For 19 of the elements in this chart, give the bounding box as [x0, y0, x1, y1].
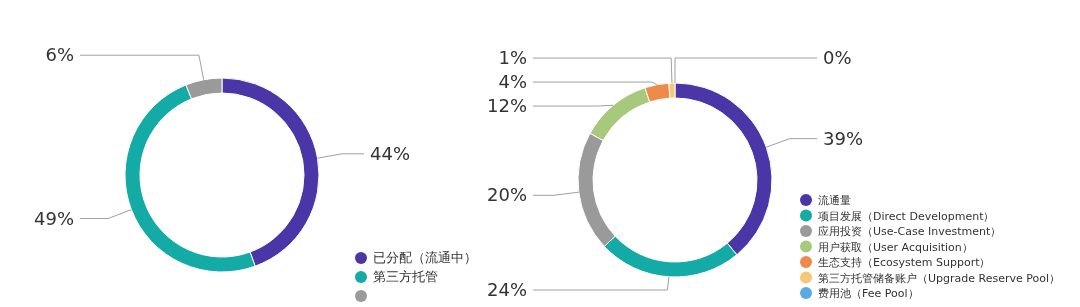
- text: 0%: [823, 47, 852, 68]
- data-label: 1%: [498, 47, 527, 69]
- data-label: 24%: [486, 279, 527, 300]
- legend-label: 已分配（流通中）: [373, 250, 477, 265]
- legend-label: 用户获取（User Acquisition）: [818, 240, 973, 254]
- legend-label: 生态支持（Ecosystem Support）: [818, 256, 991, 269]
- data-label: 49%: [33, 207, 74, 229]
- data-label: 6%: [45, 44, 74, 66]
- data-label: 39%: [823, 127, 864, 149]
- legend-label: 流通量: [818, 194, 851, 207]
- legend-label: 第三方托管储备账户（Upgrade Reserve Pool）: [818, 271, 1060, 285]
- data-label: 44%: [370, 142, 411, 164]
- data-label: 20%: [486, 184, 527, 206]
- data-label: 12%: [486, 95, 527, 117]
- legend-label: 应用投资（Use-Case Investment）: [818, 225, 1002, 238]
- legend-label: 第三方托管: [373, 269, 438, 284]
- data-label: 4%: [498, 71, 527, 93]
- legend-label: 费用池（Fee Pool）: [818, 287, 919, 300]
- legend-label: 项目发展（Direct Development）: [818, 209, 995, 223]
